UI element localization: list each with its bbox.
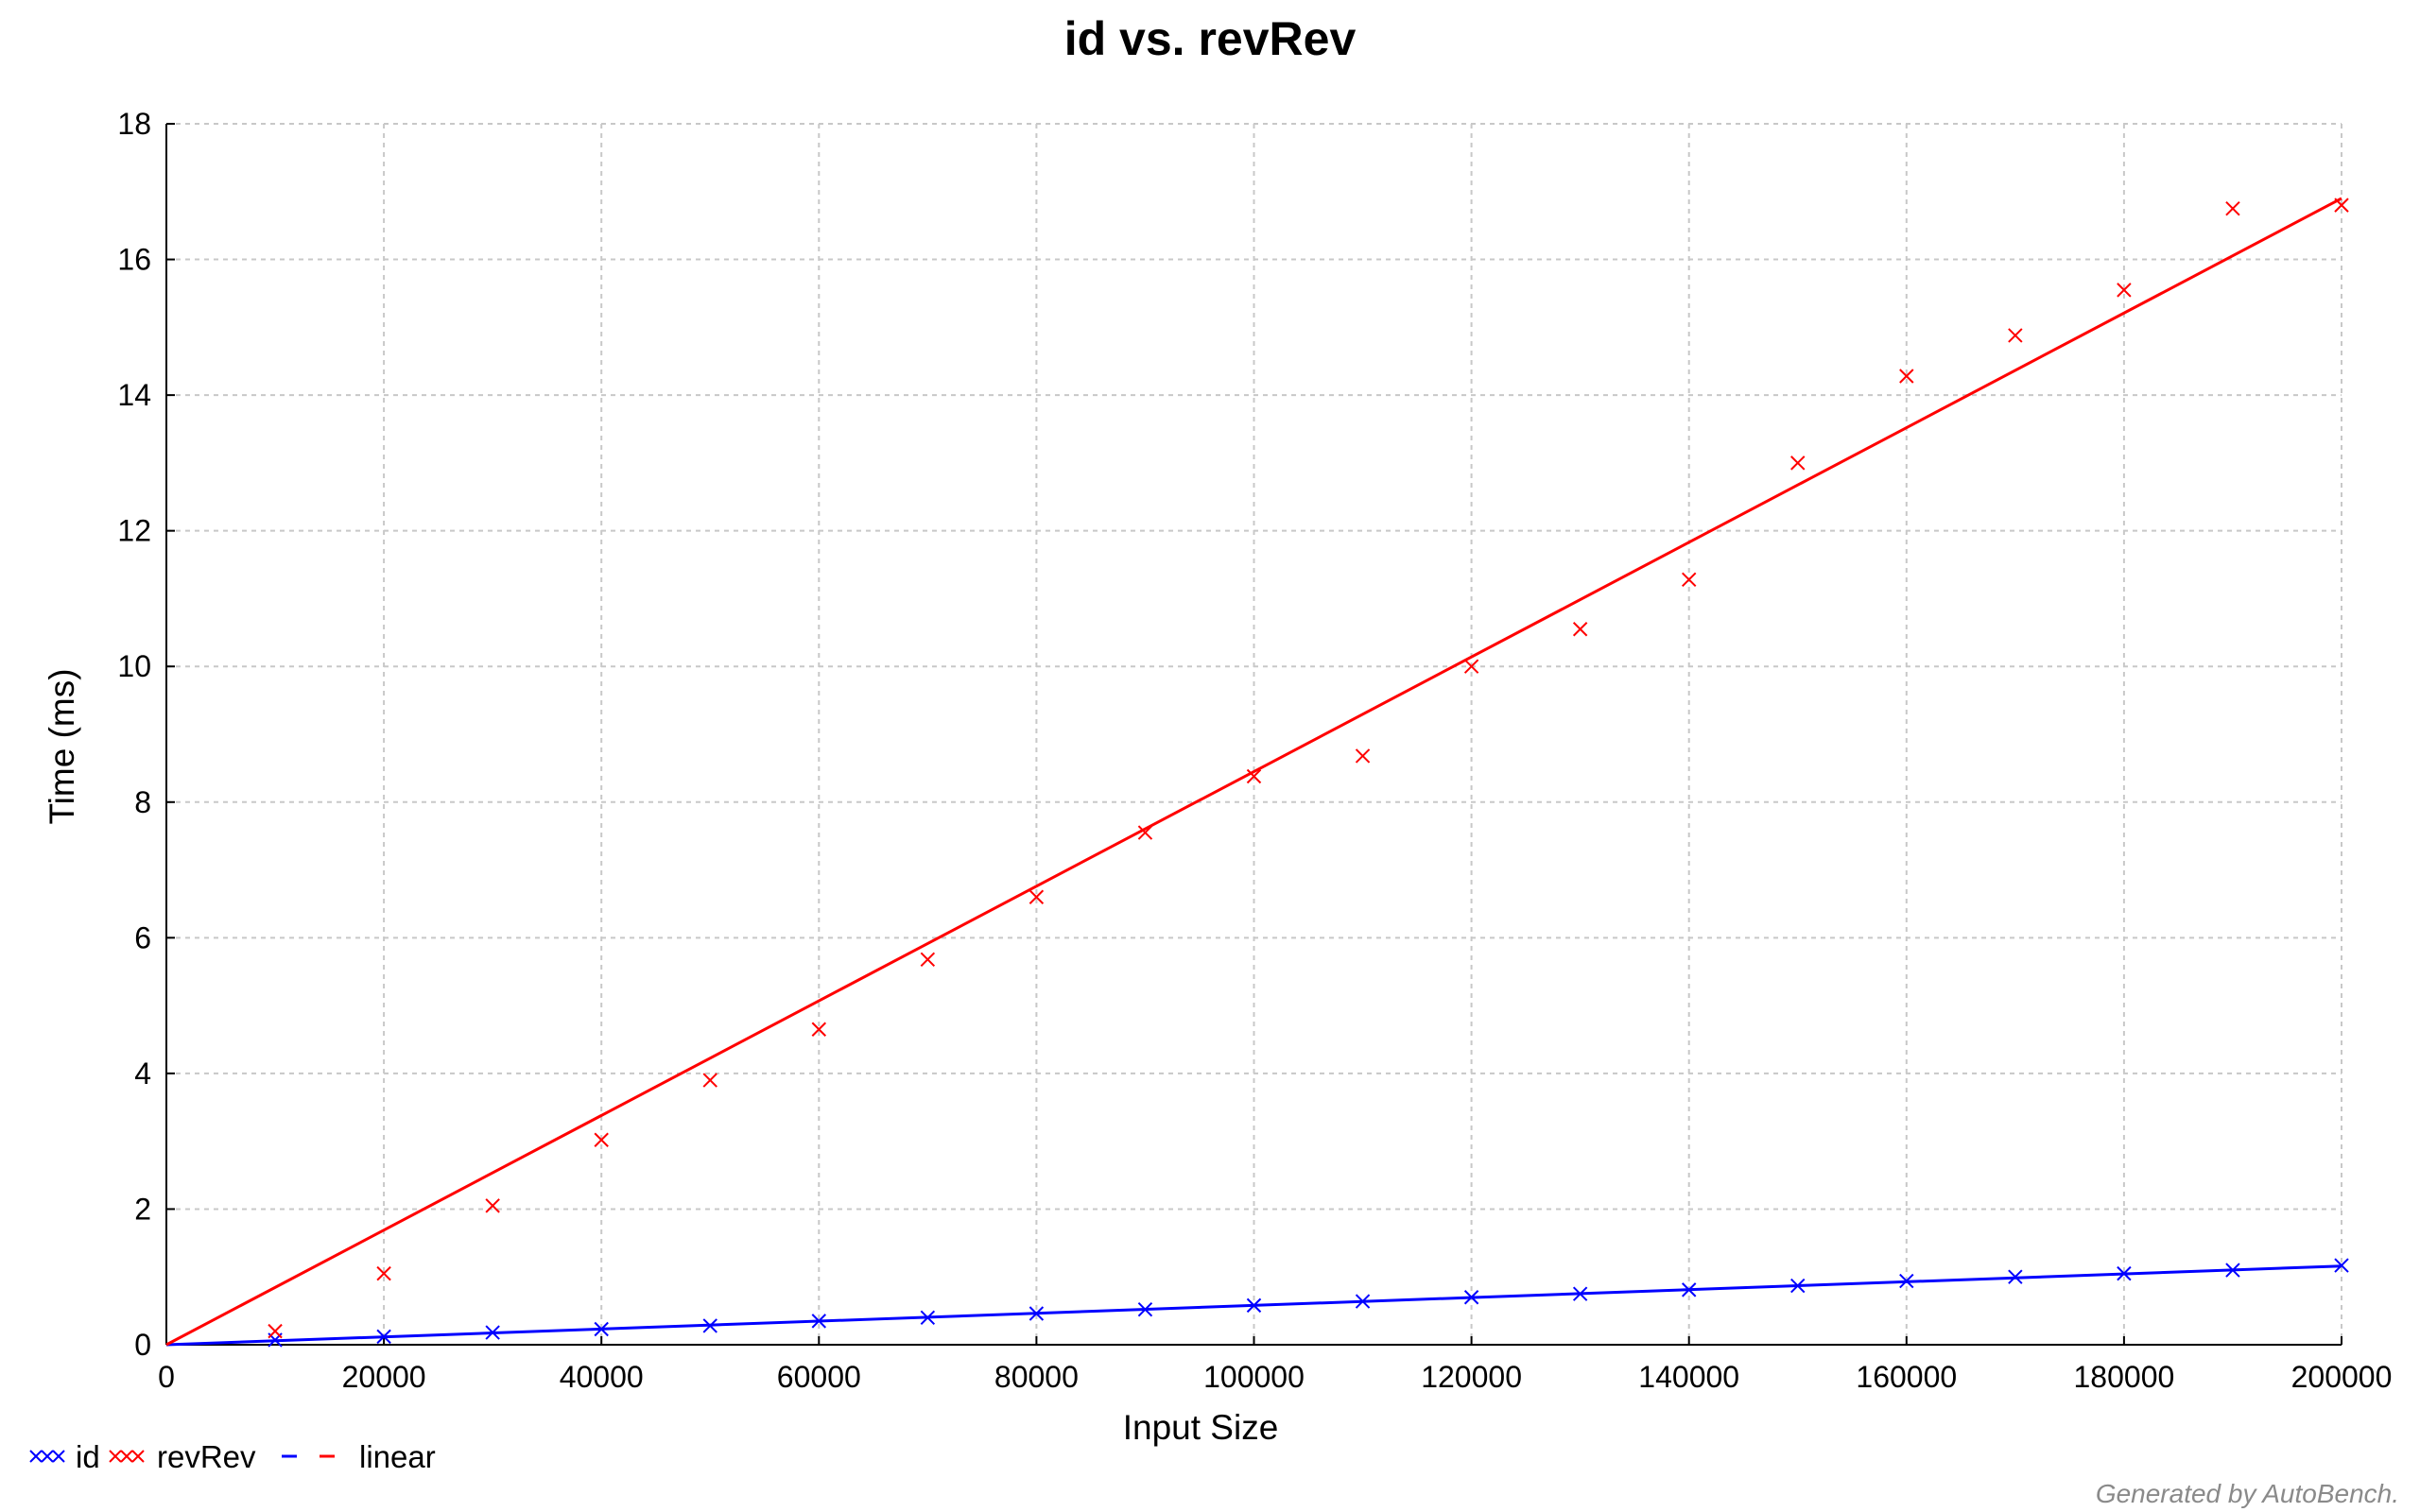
legend-label-linear: linear	[359, 1439, 436, 1474]
point-id	[1790, 1278, 1806, 1294]
x-axis-ticks: 0 20000 40000 60000 80000 100000 120000 140000 1…	[158, 1336, 2392, 1394]
point-id	[2008, 1269, 2023, 1284]
y-tick-label: 2	[134, 1192, 151, 1226]
point-id	[1463, 1290, 1479, 1305]
x-tick-label: 200000	[2291, 1360, 2393, 1394]
x-tick-label: 0	[158, 1360, 175, 1394]
y-tick-label: 10	[117, 649, 151, 683]
point-revRev	[2225, 201, 2240, 216]
y-axis-title: Time (ms)	[43, 668, 81, 824]
point-revRev	[1463, 659, 1479, 674]
x-tick-label: 120000	[1421, 1360, 1522, 1394]
point-revRev	[376, 1265, 391, 1281]
point-revRev	[2334, 198, 2349, 213]
point-id	[1028, 1306, 1045, 1321]
x-tick-label: 60000	[777, 1360, 861, 1394]
y-tick-label: 4	[134, 1057, 151, 1091]
point-revRev	[1899, 369, 1914, 384]
point-id	[1572, 1286, 1588, 1301]
chart-title: id vs. revRev	[1064, 12, 1357, 65]
point-revRev	[920, 952, 936, 968]
point-id	[594, 1321, 609, 1337]
x-tick-label: 160000	[1856, 1360, 1957, 1394]
point-id	[702, 1318, 717, 1333]
point-revRev	[1790, 455, 1806, 471]
x-axis-title: Input Size	[1123, 1408, 1279, 1447]
y-axis-ticks: 0 2 4 6 8 10 12 14 16 18	[117, 107, 175, 1362]
y-tick-label: 16	[117, 243, 151, 277]
y-tick-label: 0	[134, 1328, 151, 1362]
y-tick-label: 8	[134, 785, 151, 819]
point-id	[2225, 1263, 2240, 1278]
point-revRev	[1028, 889, 1045, 904]
point-revRev	[2008, 328, 2023, 343]
point-id	[1899, 1273, 1914, 1289]
legend-marker-icon	[29, 1450, 43, 1463]
point-revRev	[1355, 748, 1371, 764]
footer-credit: Generated by AutoBench.	[2096, 1479, 2399, 1508]
point-revRev	[594, 1132, 609, 1147]
grid	[166, 123, 2342, 1345]
point-id	[920, 1310, 936, 1325]
x-tick-label: 80000	[994, 1360, 1079, 1394]
point-id	[1681, 1282, 1697, 1297]
point-id	[2117, 1265, 2132, 1281]
x-tick-label: 20000	[342, 1360, 426, 1394]
point-revRev	[1246, 768, 1262, 784]
y-tick-label: 14	[117, 378, 151, 412]
legend-label-id: id	[76, 1439, 100, 1474]
legend-marker-icon	[131, 1450, 145, 1463]
point-id	[485, 1325, 500, 1340]
point-id	[376, 1329, 391, 1345]
point-id	[1355, 1294, 1371, 1309]
y-tick-label: 12	[117, 514, 151, 548]
point-id	[2334, 1258, 2349, 1273]
y-tick-label: 6	[134, 920, 151, 954]
x-tick-label: 100000	[1203, 1360, 1305, 1394]
x-tick-label: 180000	[2074, 1360, 2175, 1394]
data-points	[268, 198, 2349, 1348]
point-revRev	[1681, 572, 1697, 588]
point-id	[1246, 1297, 1262, 1314]
point-id	[1137, 1301, 1153, 1317]
point-revRev	[811, 1022, 827, 1037]
legend-label-revRev: revRev	[157, 1439, 256, 1474]
point-revRev	[1572, 622, 1588, 637]
point-revRev	[702, 1073, 717, 1088]
legend-marker-icon	[120, 1450, 133, 1463]
legend: id revRev linear	[29, 1439, 436, 1474]
point-revRev	[2117, 283, 2132, 298]
y-tick-label: 18	[117, 107, 151, 141]
fit-line-revRev	[165, 197, 2342, 1347]
x-tick-label: 140000	[1638, 1360, 1739, 1394]
legend-marker-icon	[109, 1450, 122, 1463]
point-revRev	[485, 1198, 500, 1213]
point-revRev	[1137, 825, 1153, 840]
point-id	[811, 1314, 827, 1329]
legend-marker-icon	[52, 1450, 65, 1463]
point-revRev	[268, 1323, 283, 1339]
legend-marker-icon	[41, 1450, 54, 1463]
x-tick-label: 40000	[560, 1360, 644, 1394]
